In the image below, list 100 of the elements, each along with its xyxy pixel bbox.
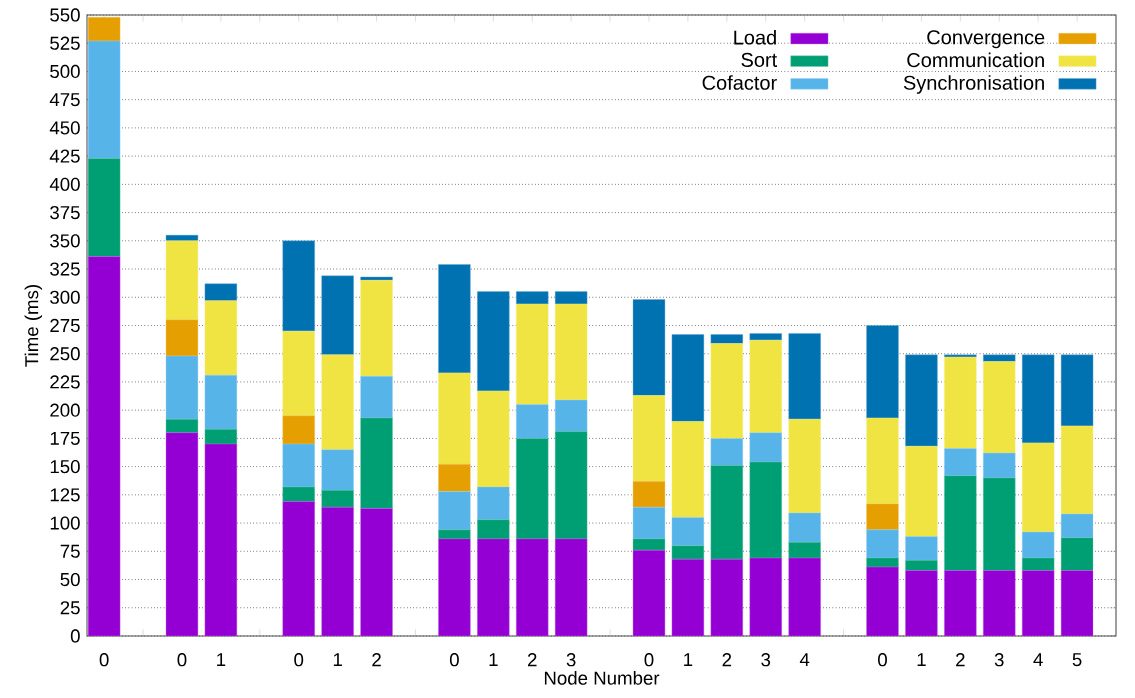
bar <box>87 158 121 257</box>
bar <box>983 570 1016 636</box>
bar <box>554 399 588 432</box>
y-tick-label: 150 <box>50 460 80 474</box>
x-axis-title: Node Number <box>544 671 660 685</box>
x-tick-label: 5 <box>1072 653 1082 667</box>
bar <box>477 390 510 488</box>
bar <box>632 481 666 508</box>
y-tick-label: 425 <box>49 149 80 163</box>
bar <box>516 303 549 405</box>
bar <box>477 291 510 392</box>
bar <box>749 557 782 636</box>
y-tick-label: 300 <box>50 290 80 304</box>
bar <box>671 545 705 560</box>
x-tick-label: 2 <box>722 653 732 667</box>
bar <box>321 449 354 491</box>
bar <box>477 486 510 520</box>
y-tick-label: 125 <box>50 488 80 502</box>
y-tick-label: 450 <box>49 121 80 135</box>
x-tick-label: 0 <box>177 653 187 667</box>
x-tick-label: 2 <box>956 653 965 667</box>
bar <box>1022 531 1055 559</box>
bar <box>554 303 588 401</box>
bar <box>165 432 199 636</box>
bar <box>204 374 238 430</box>
bar <box>944 356 977 449</box>
bar <box>632 395 666 482</box>
bar <box>671 559 705 636</box>
bar <box>438 491 471 531</box>
bar <box>710 343 743 439</box>
bar <box>282 501 315 636</box>
bar <box>671 334 705 422</box>
y-tick-label: 175 <box>50 431 80 445</box>
bar <box>905 446 938 537</box>
bar <box>1022 570 1055 636</box>
x-tick-label: 1 <box>917 653 926 666</box>
bar <box>321 490 354 508</box>
bar <box>788 557 821 636</box>
y-tick-label: 250 <box>50 347 80 361</box>
bar <box>321 507 354 636</box>
y-tick-label: 475 <box>49 93 80 107</box>
y-tick-label: 0 <box>70 629 80 643</box>
bar <box>1022 557 1055 571</box>
bar <box>710 438 743 466</box>
bar <box>360 417 393 509</box>
bar <box>87 40 121 159</box>
y-tick-label: 225 <box>50 375 80 389</box>
x-tick-label: 1 <box>684 653 693 666</box>
bar <box>866 557 899 568</box>
bar <box>905 536 938 561</box>
y-tick-label: 325 <box>50 262 80 276</box>
bar <box>944 448 977 476</box>
legend-label: Communication <box>907 52 1044 68</box>
bar <box>282 486 315 502</box>
bar <box>554 431 588 540</box>
bar <box>438 464 471 492</box>
bar <box>983 452 1016 479</box>
bar <box>165 240 199 321</box>
bar <box>749 432 782 463</box>
bar <box>321 275 354 356</box>
x-tick-label: 0 <box>878 653 887 667</box>
bar <box>360 508 393 636</box>
bar <box>983 354 1016 362</box>
bar <box>671 421 705 518</box>
y-tick-label: 100 <box>50 516 80 530</box>
legend-label: Convergence <box>927 30 1045 49</box>
x-tick-label: 0 <box>294 653 304 667</box>
legend-label: Sort <box>741 52 778 67</box>
bar <box>749 339 782 433</box>
bar <box>1060 570 1094 636</box>
bar <box>788 333 821 420</box>
bar <box>788 419 821 514</box>
bar <box>204 443 238 636</box>
bar <box>749 461 782 559</box>
bar <box>944 570 977 636</box>
y-tick-label: 500 <box>50 64 80 79</box>
bar <box>165 419 199 433</box>
y-tick-label: 350 <box>50 234 80 248</box>
bar <box>983 477 1016 571</box>
bar <box>438 529 471 540</box>
bar <box>282 415 315 445</box>
bar <box>477 519 510 540</box>
bar <box>554 538 588 636</box>
bar <box>516 538 549 636</box>
bar <box>905 570 938 636</box>
bar <box>1022 354 1055 444</box>
bar <box>866 566 899 636</box>
bar <box>866 417 899 505</box>
bar <box>905 560 938 571</box>
bar <box>632 549 666 636</box>
bar <box>983 361 1016 454</box>
bar <box>749 333 782 341</box>
x-tick-label: 1 <box>333 653 342 666</box>
x-tick-label: 4 <box>1033 653 1043 666</box>
y-tick-label: 50 <box>60 572 80 587</box>
bar <box>866 503 899 531</box>
y-tick-label: 400 <box>49 177 80 191</box>
bar <box>554 291 588 305</box>
bar <box>360 280 393 377</box>
y-tick-label: 75 <box>60 544 80 558</box>
